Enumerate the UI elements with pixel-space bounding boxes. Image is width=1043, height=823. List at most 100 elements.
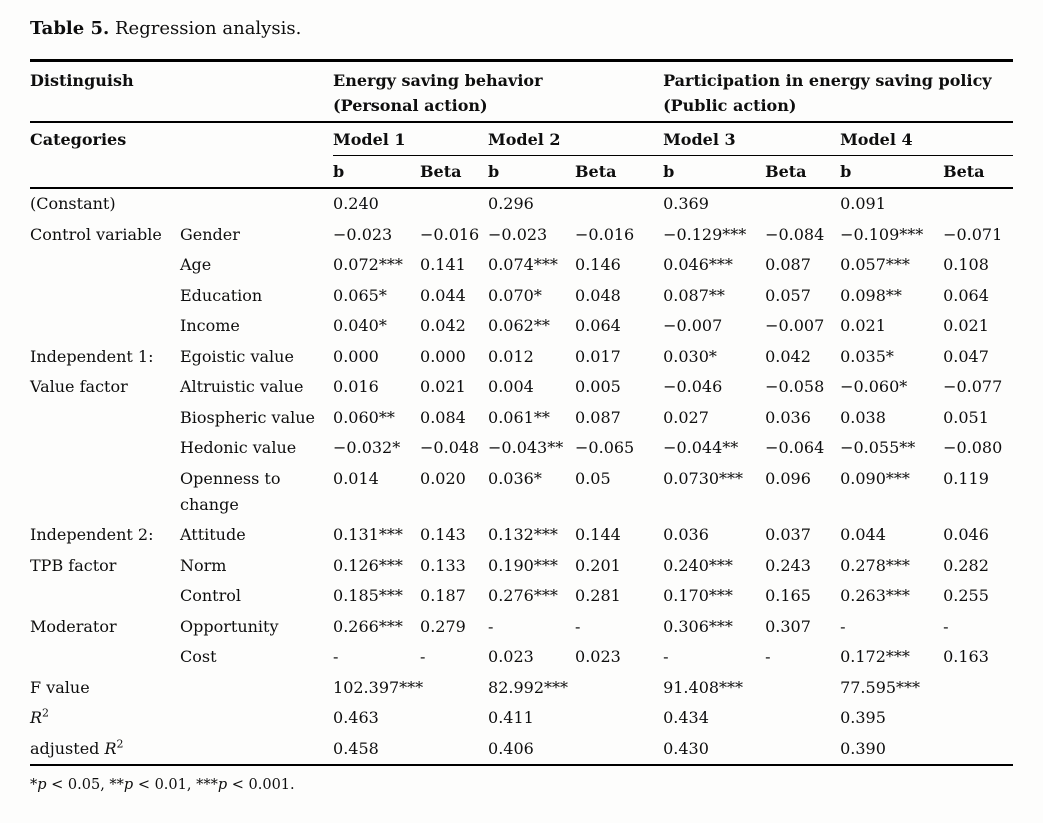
value-cell: -: [575, 616, 581, 636]
row-label: F value: [30, 677, 90, 697]
table-row: adjusted R2 0.458 0.406 0.430 0.390: [30, 734, 1013, 766]
value-cell: 0.035*: [840, 346, 894, 366]
table-row: Norm 0.126*** 0.133 0.190*** 0.201 0.240*** 0.…: [30, 551, 1013, 582]
value-cell: 0.395: [840, 708, 886, 727]
value-cell: 0.190***: [488, 555, 558, 575]
row-label: Altruistic value: [180, 377, 304, 396]
value-cell: [420, 734, 488, 766]
row-label: Income: [180, 316, 240, 335]
value-cell: 0.023: [575, 647, 621, 666]
value-cell: 0.064: [575, 316, 621, 335]
value-cell: [765, 673, 840, 704]
table-row: Control 0.185*** 0.187 0.276*** 0.281 0.170**…: [30, 581, 1013, 612]
footnote-text: < 0.05, **: [46, 777, 124, 793]
header-group-public-line2: (Public action): [663, 96, 797, 115]
value-cell: 0.044: [420, 285, 466, 305]
table-title-text: Regression analysis.: [109, 18, 302, 39]
value-cell: 0.070*: [488, 285, 542, 305]
table-row: Altruistic value 0.016 0.021 0.004 0.005 −0.0…: [30, 372, 1013, 403]
header-model-3: Model 3: [663, 122, 841, 156]
value-cell: 0.021: [840, 316, 886, 335]
footnote-text: < 0.01, ***: [133, 777, 218, 793]
value-cell: 0.144: [575, 525, 621, 544]
table-row: Hedonic value −0.032* −0.048 −0.043** −0.065…: [30, 433, 1013, 464]
table-row: Biospheric value 0.060** 0.084 0.061** 0.087…: [30, 403, 1013, 434]
value-cell: [765, 734, 840, 766]
value-cell: 82.992***: [488, 677, 568, 697]
value-cell: −0.065: [575, 438, 635, 457]
value-cell: 0.172***: [840, 647, 910, 666]
value-cell: 0.369: [663, 194, 709, 213]
table-row: Moderator Opportunity 0.266*** 0.279 - - 0.306…: [30, 612, 1013, 643]
value-cell: 0.072***: [333, 255, 403, 274]
header-beta-1: Beta: [420, 155, 489, 189]
value-cell: 0.040*: [333, 316, 387, 335]
table-row: F value 102.397*** 82.992*** 91.408*** 77.59…: [30, 673, 1013, 704]
value-cell: 0.133: [420, 555, 466, 575]
value-cell: 0.087**: [663, 285, 725, 305]
header-model-4: Model 4: [840, 122, 1014, 156]
row-label: Control: [180, 586, 242, 605]
value-cell: −0.023: [333, 224, 393, 244]
header-beta-3: Beta: [765, 155, 841, 189]
value-cell: 0.434: [663, 708, 709, 727]
value-cell: 0.307: [765, 616, 811, 636]
value-cell: −0.058: [765, 377, 825, 396]
value-cell: −0.044**: [663, 438, 739, 457]
value-cell: 0.119: [943, 468, 989, 488]
footnote-text: *: [30, 777, 38, 793]
value-cell: [420, 188, 488, 220]
section-label: Control variable: [30, 224, 162, 244]
value-cell: 0.266***: [333, 616, 403, 636]
value-cell: 0.027: [663, 407, 709, 427]
section-label: Moderator: [30, 616, 117, 636]
value-cell: 0.098**: [840, 285, 902, 305]
value-cell: [575, 703, 663, 734]
value-cell: 0.165: [765, 586, 811, 605]
value-cell: 0.170***: [663, 586, 733, 605]
significance-footnote: *p < 0.05, **p < 0.01, ***p < 0.001.: [30, 775, 1013, 795]
value-cell: −0.048: [420, 438, 480, 457]
value-cell: −0.016: [420, 224, 480, 244]
value-cell: 0.000: [420, 346, 466, 366]
footnote-p: p: [217, 777, 228, 793]
header-beta-2: Beta: [575, 155, 664, 189]
row-label: Egoistic value: [180, 346, 294, 366]
value-cell: 0.044: [840, 525, 886, 544]
value-cell: −0.032*: [333, 438, 401, 457]
value-cell: 0.091: [840, 194, 886, 213]
value-cell: −0.043**: [488, 438, 564, 457]
value-cell: 0.281: [575, 586, 621, 605]
value-cell: 0.087: [765, 255, 811, 274]
value-cell: −0.080: [943, 438, 1003, 457]
row-label: Biospheric value: [180, 407, 316, 427]
value-cell: 0.141: [420, 255, 466, 274]
value-cell: 0.126***: [333, 555, 403, 575]
value-cell: 0.014: [333, 468, 379, 488]
value-cell: [943, 734, 1013, 766]
value-cell: 0.038: [840, 407, 886, 427]
table-row: Income 0.040* 0.042 0.062** 0.064 −0.007 −0.00…: [30, 311, 1013, 342]
row-label: (Constant): [30, 194, 116, 213]
value-cell: −0.055**: [840, 438, 916, 457]
value-cell: 0.458: [333, 738, 379, 758]
value-cell: -: [840, 616, 846, 636]
header-group-personal-line2: (Personal action): [333, 96, 488, 115]
value-cell: 0.263***: [840, 586, 910, 605]
value-cell: 0.037: [765, 525, 811, 544]
table-row: Age 0.072*** 0.141 0.074*** 0.146 0.046*** 0.0…: [30, 250, 1013, 281]
value-cell: 0.187: [420, 586, 466, 605]
footnote-p: p: [123, 777, 134, 793]
table-title: Table 5. Regression analysis.: [30, 17, 1013, 41]
value-cell: [943, 188, 1013, 220]
value-cell: [420, 673, 488, 704]
value-cell: [765, 188, 840, 220]
value-cell: [943, 703, 1013, 734]
table-row: (Constant) 0.240 0.296 0.369 0.091: [30, 188, 1013, 220]
value-cell: 0.005: [575, 377, 621, 396]
value-cell: 0.057: [765, 285, 811, 305]
table-row: Openness to change 0.014 0.020 0.036* 0.05 0.…: [30, 464, 1013, 521]
value-cell: [420, 703, 488, 734]
value-cell: 0.296: [488, 194, 534, 213]
